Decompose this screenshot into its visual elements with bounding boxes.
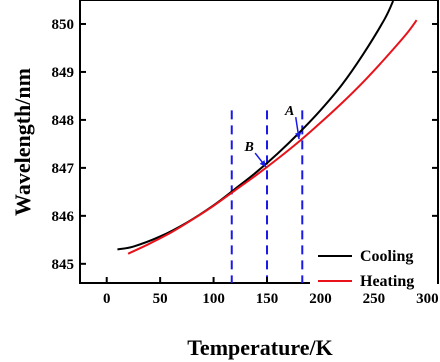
series-line-cooling — [117, 0, 395, 251]
x-tick-label: 200 — [309, 291, 332, 307]
x-axis-title: Temperature/K — [187, 335, 332, 360]
annotation-label: B — [243, 140, 253, 155]
legend-label-heating: Heating — [360, 273, 414, 290]
y-tick-label: 848 — [52, 113, 75, 129]
y-tick-label: 847 — [52, 161, 75, 177]
x-tick-label: 50 — [153, 291, 168, 307]
x-tick-label: 300 — [416, 291, 439, 307]
series-line-heating — [127, 19, 418, 255]
x-axis-ticks: 0 50 100 150 200 250 300 — [103, 277, 439, 307]
annotation-arrowhead — [295, 132, 302, 140]
y-axis-title: Wavelength/nm — [10, 68, 35, 216]
series-lines — [117, 0, 418, 255]
y-tick-label: 850 — [52, 17, 75, 33]
annotations: AB — [243, 104, 302, 168]
y-tick-label: 846 — [52, 209, 75, 225]
x-tick-label: 150 — [256, 291, 279, 307]
annotation-arrowhead — [259, 160, 266, 167]
x-tick-label: 250 — [363, 291, 386, 307]
vertical-reference-lines — [230, 110, 304, 283]
y-tick-label: 849 — [52, 65, 75, 81]
x-tick-label: 100 — [202, 291, 225, 307]
y-axis-ticks: 845 846 847 848 849 850 — [52, 17, 438, 273]
legend: Cooling Heating — [310, 240, 437, 290]
plot-frame — [79, 0, 439, 284]
y-tick-label: 845 — [52, 257, 75, 273]
annotation-label: A — [284, 104, 294, 119]
legend-label-cooling: Cooling — [360, 248, 413, 265]
x-tick-label: 0 — [103, 291, 111, 307]
